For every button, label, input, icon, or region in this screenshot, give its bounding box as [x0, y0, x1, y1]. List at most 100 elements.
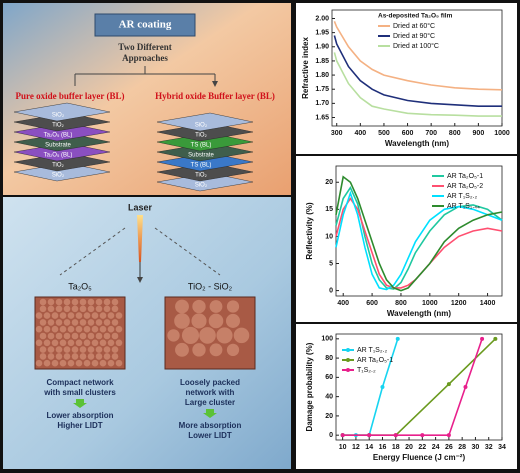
cluster	[95, 305, 103, 313]
cluster	[91, 359, 99, 367]
cluster	[79, 298, 87, 306]
series-line	[335, 190, 503, 291]
x-tick-label: 600	[366, 300, 378, 307]
x-tick-label: 1000	[422, 300, 438, 307]
cluster	[47, 305, 55, 313]
description: Compact network	[46, 378, 114, 387]
cluster	[55, 353, 63, 360]
y-tick-label: 1.75	[315, 86, 329, 93]
cluster	[226, 343, 240, 356]
cluster	[233, 327, 250, 344]
cluster	[87, 346, 95, 353]
cluster	[51, 339, 59, 347]
title-box	[94, 13, 196, 37]
x-tick-label: 26	[445, 444, 453, 451]
cluster	[199, 327, 216, 344]
x-tick-label: 16	[379, 444, 387, 451]
cluster	[55, 319, 63, 326]
cluster	[103, 346, 111, 353]
cluster	[67, 359, 75, 367]
cluster	[103, 305, 111, 313]
cluster	[47, 346, 55, 353]
branch-lines	[74, 66, 216, 84]
y-tick-label: 5	[329, 260, 333, 267]
cluster	[59, 339, 67, 347]
cluster	[181, 326, 200, 344]
y-tick-label: 60	[325, 374, 333, 381]
cluster	[111, 346, 119, 353]
cluster	[63, 353, 71, 360]
cluster	[79, 305, 87, 313]
description: Loosely packed	[180, 378, 240, 387]
cluster	[75, 339, 83, 347]
cluster	[71, 346, 79, 353]
approach-label: Hybrid oxide Buffer layer (BL)	[155, 91, 275, 101]
layer-label: Substrate	[45, 143, 71, 149]
y-tick-label: 40	[325, 393, 333, 400]
cluster	[71, 332, 79, 340]
cluster	[79, 353, 87, 360]
cluster	[225, 313, 241, 328]
x-tick-label: 10	[339, 444, 347, 451]
cluster	[75, 325, 83, 333]
x-tick-label: 900	[473, 130, 485, 137]
y-tick-label: 15	[325, 206, 333, 213]
x-tick-label: 12	[352, 444, 360, 451]
description: with small clusters	[43, 388, 116, 397]
cluster	[43, 359, 51, 367]
x-tick-label: 1200	[451, 300, 467, 307]
cluster	[47, 319, 55, 326]
y-tick-label: 0	[329, 432, 333, 439]
cluster	[95, 353, 103, 360]
cluster	[103, 353, 111, 360]
cluster	[87, 305, 95, 313]
cluster	[191, 313, 207, 329]
layer-label: SiO₂	[195, 183, 208, 189]
legend-label: Dried at 100°C	[393, 42, 439, 50]
layer-label: Substrate	[188, 153, 214, 159]
y-tick-label: 20	[325, 179, 333, 186]
series-line	[333, 52, 502, 117]
result-arrow	[203, 409, 217, 418]
chart-panel	[296, 324, 517, 469]
layer-label: SiO₂	[52, 173, 65, 179]
cluster	[175, 342, 189, 357]
y-tick-label: 1.85	[315, 58, 329, 65]
material-name: TiO₂ - SiO₂	[188, 281, 233, 291]
cluster	[95, 346, 103, 353]
x-tick-label: 24	[432, 444, 440, 451]
cluster	[115, 339, 123, 347]
cluster	[55, 346, 63, 353]
description: network with	[186, 388, 235, 397]
x-tick-label: 34	[498, 444, 506, 451]
cluster	[99, 325, 107, 333]
x-tick-label: 14	[365, 444, 373, 451]
cluster	[167, 329, 180, 342]
cluster	[47, 332, 55, 340]
cluster	[107, 339, 115, 347]
legend-label: AR T₁S₁.₄₄	[447, 203, 480, 210]
cluster	[35, 312, 43, 319]
material-name: Ta₂O₅	[68, 281, 92, 291]
marker	[480, 336, 485, 341]
cluster	[115, 325, 123, 333]
layer	[13, 102, 111, 122]
x-tick-label: 32	[485, 444, 493, 451]
layer-label: TS (BL)	[191, 163, 212, 169]
marker	[420, 433, 425, 438]
plot-frame	[335, 333, 503, 441]
cluster	[55, 305, 63, 313]
cluster	[63, 332, 71, 340]
cluster	[63, 319, 71, 326]
cluster	[71, 305, 79, 313]
x-axis-label: Energy Fluence (J cm⁻²)	[373, 453, 466, 462]
x-tick-label: 500	[378, 130, 390, 137]
y-tick-label: 1.90	[315, 44, 329, 51]
cluster	[103, 319, 111, 326]
result: More absorption	[179, 421, 242, 430]
cluster	[226, 300, 240, 313]
cluster	[71, 353, 79, 360]
cluster	[174, 313, 190, 329]
x-tick-label: 1000	[494, 130, 510, 137]
